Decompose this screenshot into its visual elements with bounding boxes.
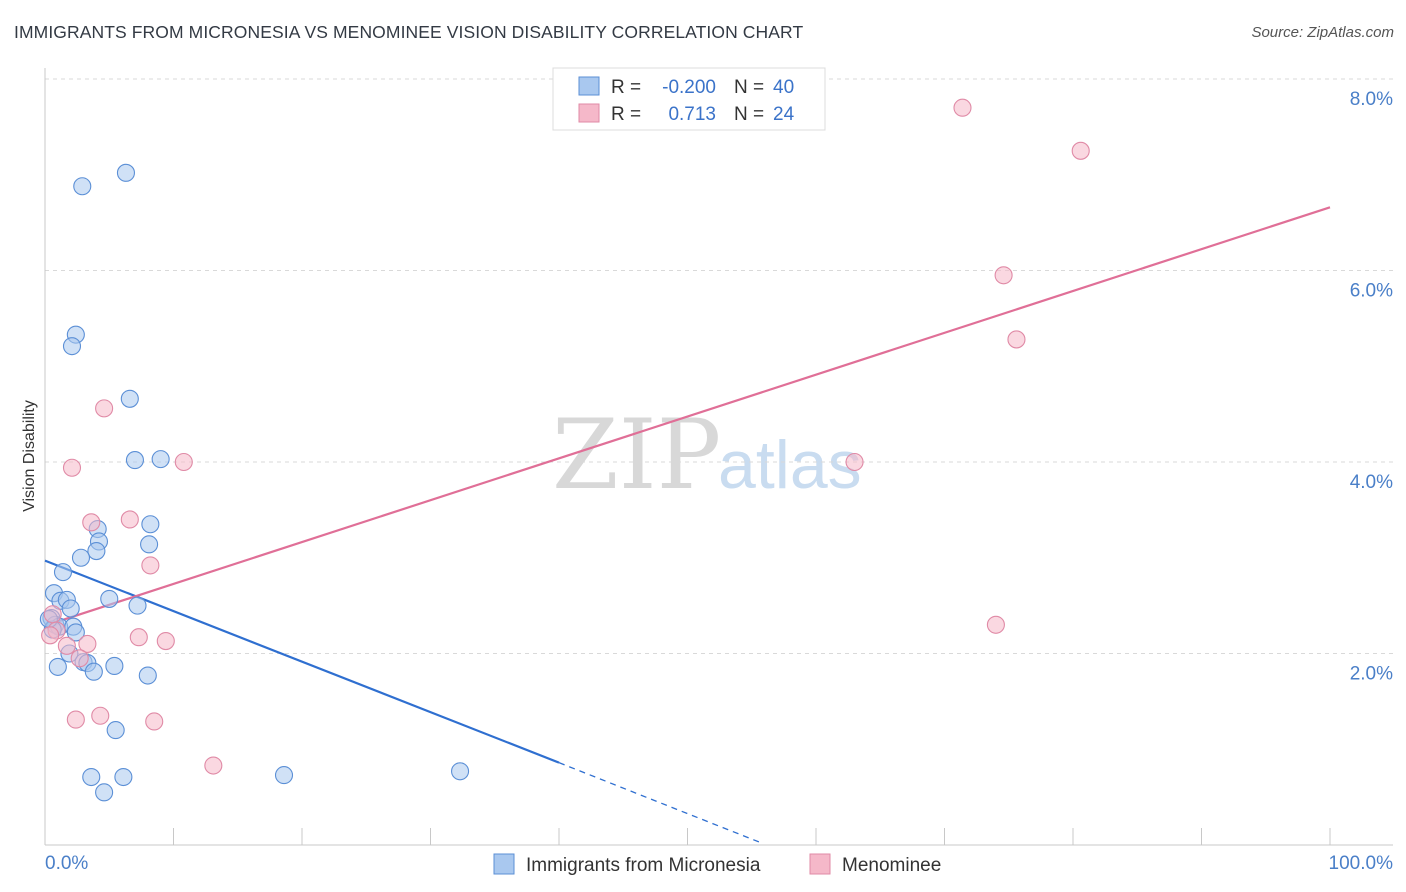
gridlines <box>45 78 1393 654</box>
point-menominee <box>120 510 139 529</box>
y-tick-label: 6.0% <box>1350 281 1393 302</box>
point-menominee <box>57 636 76 655</box>
point-menominee <box>62 458 82 477</box>
y-tick-label: 8.0% <box>1350 89 1393 110</box>
point-menominee <box>129 628 148 647</box>
legend-swatch-blue <box>578 76 600 96</box>
point-micronesia <box>71 548 91 567</box>
source-note: Source: ZipAtlas.com <box>1251 24 1394 41</box>
trendlines <box>44 206 1331 843</box>
point-menominee <box>1071 141 1090 160</box>
y-tick-labels: 2.0% 4.0% 6.0% 8.0% <box>1350 89 1393 685</box>
data-points <box>39 98 1090 802</box>
series-legend-label-menominee: Menominee <box>842 855 941 876</box>
point-menominee <box>41 626 60 645</box>
point-micronesia <box>114 767 133 787</box>
point-micronesia <box>53 563 73 582</box>
y-tick-label: 4.0% <box>1350 472 1393 493</box>
y-tick-label: 2.0% <box>1350 664 1393 685</box>
watermark-atlas: atlas <box>718 427 862 503</box>
x-tick-label-min: 0.0% <box>45 853 88 874</box>
point-micronesia <box>48 657 67 676</box>
point-micronesia <box>141 515 160 534</box>
point-menominee <box>78 634 97 653</box>
legend-r-value-pink: 0.713 <box>668 104 716 125</box>
legend-n-value-blue: 40 <box>773 77 794 98</box>
series-legend-label-micronesia: Immigrants from Micronesia <box>526 855 761 876</box>
point-micronesia <box>451 762 470 781</box>
legend-r-label-pink: R = <box>611 104 641 125</box>
point-micronesia <box>125 451 144 470</box>
point-micronesia <box>100 589 119 608</box>
point-menominee <box>95 399 114 418</box>
point-micronesia <box>128 596 147 615</box>
point-menominee <box>845 452 864 472</box>
point-menominee <box>43 605 62 624</box>
point-micronesia <box>61 599 80 618</box>
point-menominee <box>156 632 175 651</box>
point-menominee <box>141 556 160 575</box>
legend-r-value-blue: -0.200 <box>662 77 716 98</box>
series-legend: Immigrants from Micronesia Menominee <box>493 853 941 876</box>
legend-swatch-pink <box>578 103 600 123</box>
point-menominee <box>1007 330 1026 349</box>
trendline-micronesia <box>44 559 560 764</box>
point-menominee <box>145 712 164 731</box>
point-menominee <box>91 706 110 725</box>
x-tick-label-max: 100.0% <box>1329 853 1394 874</box>
correlation-legend: R = -0.200 N = 40 R = 0.713 N = 24 <box>552 67 826 131</box>
point-micronesia <box>62 337 82 356</box>
point-micronesia <box>106 721 125 740</box>
point-micronesia <box>138 666 157 685</box>
point-micronesia <box>120 389 139 408</box>
point-micronesia <box>82 767 101 787</box>
point-micronesia <box>151 450 170 469</box>
legend-n-label-pink: N = <box>734 104 764 125</box>
point-micronesia <box>140 535 159 554</box>
point-micronesia <box>95 783 114 802</box>
trendline-menominee <box>44 206 1331 627</box>
point-menominee <box>82 513 101 532</box>
trendline-micronesia-extension <box>558 762 760 843</box>
point-menominee <box>204 756 223 775</box>
x-axis-ticks <box>173 828 1331 845</box>
series-legend-swatch-pink <box>809 853 831 875</box>
legend-n-label-blue: N = <box>734 77 764 98</box>
point-menominee <box>66 710 85 729</box>
point-micronesia <box>73 177 92 196</box>
point-menominee <box>994 266 1013 285</box>
point-micronesia <box>116 163 136 182</box>
point-micronesia <box>274 766 294 785</box>
point-micronesia <box>105 656 124 675</box>
chart-title: IMMIGRANTS FROM MICRONESIA VS MENOMINEE … <box>14 22 804 42</box>
point-micronesia <box>87 541 106 561</box>
y-axis-title: Vision Disability <box>21 400 38 512</box>
point-micronesia <box>84 662 103 681</box>
point-menominee <box>174 452 193 472</box>
point-menominee <box>70 649 89 668</box>
legend-n-value-pink: 24 <box>773 104 795 125</box>
point-menominee <box>986 615 1005 634</box>
point-micronesia <box>66 623 85 642</box>
legend-r-label-blue: R = <box>611 77 641 98</box>
point-menominee <box>953 98 972 117</box>
series-legend-swatch-blue <box>493 853 515 875</box>
watermark-zip: ZIP <box>552 399 721 511</box>
